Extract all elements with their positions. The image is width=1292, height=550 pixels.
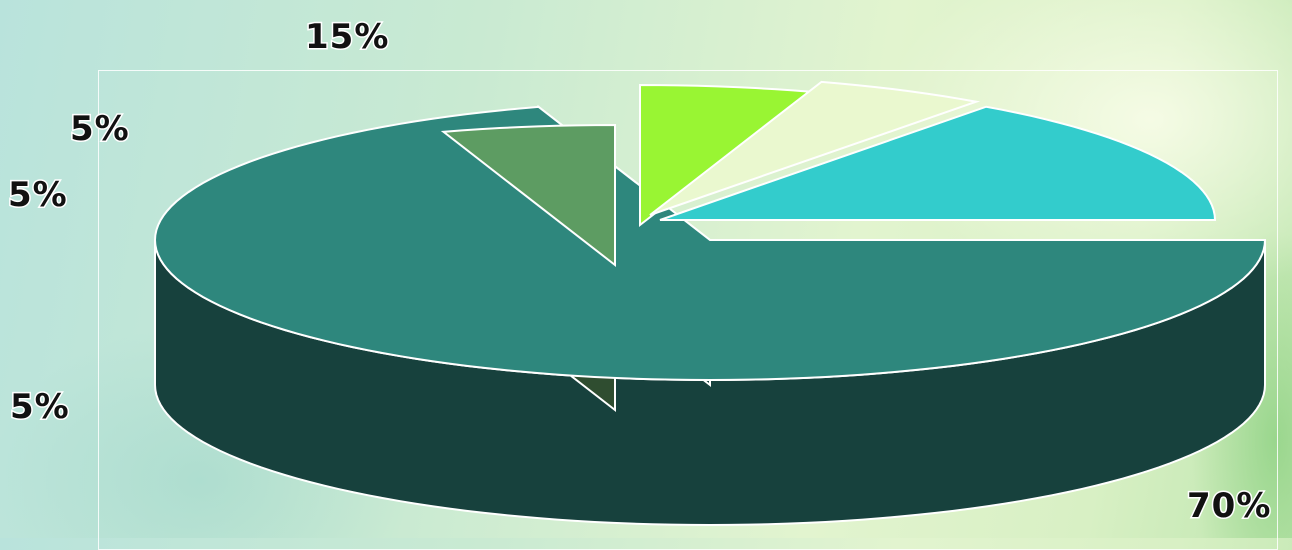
slice-label-70: 70%	[1187, 486, 1271, 526]
slice-top-3	[649, 80, 981, 216]
slice-label-15: 15%	[305, 17, 389, 57]
slice-top-1	[440, 123, 616, 268]
slice-top-4	[659, 105, 1217, 221]
slice-tops	[153, 80, 1267, 382]
slice-top-0	[153, 105, 1267, 382]
slice-labels: 70% 5% 5% 5% 15%	[7, 16, 1272, 528]
slice-label-5-c: 5%	[70, 109, 130, 149]
pie-chart: 70% 5% 5% 5% 15%	[7, 16, 1272, 528]
slice-label-5-b: 5%	[8, 175, 68, 215]
slice-label-5-a: 5%	[10, 387, 70, 427]
